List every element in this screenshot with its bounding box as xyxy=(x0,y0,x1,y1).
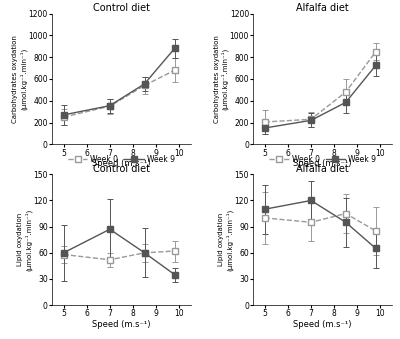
X-axis label: Speed (m.s⁻¹): Speed (m.s⁻¹) xyxy=(293,159,352,168)
Y-axis label: Carbohydrates oxydation
(μmol.kg⁻¹.min⁻¹): Carbohydrates oxydation (μmol.kg⁻¹.min⁻¹… xyxy=(12,35,27,123)
Title: Alfalfa diet: Alfalfa diet xyxy=(296,3,349,13)
X-axis label: Speed (m.s⁻¹): Speed (m.s⁻¹) xyxy=(293,320,352,328)
Title: Control diet: Control diet xyxy=(93,3,150,13)
Y-axis label: Carbohydrates oxydation
(μmol.kg⁻¹.min⁻¹): Carbohydrates oxydation (μmol.kg⁻¹.min⁻¹… xyxy=(214,35,228,123)
Legend: Week 0, Week 9: Week 0, Week 9 xyxy=(68,155,174,164)
X-axis label: Speed (m.s⁻¹): Speed (m.s⁻¹) xyxy=(92,159,151,168)
Y-axis label: Lipid oxydation
(μmol.kg⁻¹.min⁻¹): Lipid oxydation (μmol.kg⁻¹.min⁻¹) xyxy=(218,208,233,271)
Y-axis label: Lipid oxydation
(μmol.kg⁻¹.min⁻¹): Lipid oxydation (μmol.kg⁻¹.min⁻¹) xyxy=(17,208,32,271)
X-axis label: Speed (m.s⁻¹): Speed (m.s⁻¹) xyxy=(92,320,151,328)
Legend: Week 0, Week 9: Week 0, Week 9 xyxy=(270,155,376,164)
Title: Alfalfa diet: Alfalfa diet xyxy=(296,163,349,174)
Title: Control diet: Control diet xyxy=(93,163,150,174)
